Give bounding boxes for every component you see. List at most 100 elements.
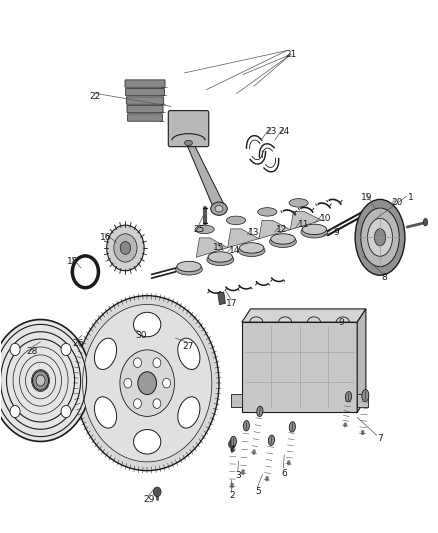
Circle shape <box>32 371 49 390</box>
Ellipse shape <box>271 234 295 244</box>
Text: 13: 13 <box>248 228 260 237</box>
Text: 23: 23 <box>265 127 277 136</box>
Ellipse shape <box>153 487 161 497</box>
Circle shape <box>120 241 131 254</box>
Ellipse shape <box>211 202 227 215</box>
Text: 9: 9 <box>334 228 339 237</box>
Bar <box>218 292 226 305</box>
Text: 5: 5 <box>255 487 261 496</box>
Polygon shape <box>290 212 321 230</box>
Ellipse shape <box>302 224 326 235</box>
Circle shape <box>75 296 219 471</box>
Ellipse shape <box>257 406 263 416</box>
Polygon shape <box>242 322 357 413</box>
Text: 24: 24 <box>279 127 290 136</box>
FancyBboxPatch shape <box>127 114 162 121</box>
Ellipse shape <box>229 440 236 448</box>
Text: 11: 11 <box>298 220 310 229</box>
Ellipse shape <box>185 140 192 146</box>
Text: 3: 3 <box>236 471 241 480</box>
Circle shape <box>138 372 156 394</box>
Text: 8: 8 <box>381 272 387 281</box>
Polygon shape <box>196 238 228 257</box>
Text: 18: 18 <box>67 257 79 265</box>
Circle shape <box>114 234 137 262</box>
Ellipse shape <box>355 199 405 275</box>
Text: 21: 21 <box>285 50 297 59</box>
Ellipse shape <box>346 392 352 402</box>
Text: 19: 19 <box>361 193 373 202</box>
Circle shape <box>10 406 20 418</box>
Ellipse shape <box>207 254 234 265</box>
Text: 12: 12 <box>276 225 288 234</box>
FancyBboxPatch shape <box>125 80 165 87</box>
Text: 26: 26 <box>72 339 83 348</box>
FancyBboxPatch shape <box>168 111 209 147</box>
Circle shape <box>162 378 170 388</box>
Text: 6: 6 <box>281 469 287 478</box>
Circle shape <box>134 399 141 408</box>
Ellipse shape <box>230 437 237 447</box>
Ellipse shape <box>134 312 161 337</box>
Circle shape <box>124 378 132 388</box>
Ellipse shape <box>215 206 223 212</box>
Circle shape <box>36 375 45 386</box>
Circle shape <box>61 406 71 418</box>
Text: 30: 30 <box>135 331 146 340</box>
Circle shape <box>10 343 20 356</box>
Text: 27: 27 <box>183 342 194 351</box>
Ellipse shape <box>367 219 392 256</box>
Text: 16: 16 <box>100 233 112 242</box>
Circle shape <box>120 350 174 416</box>
Ellipse shape <box>289 422 295 432</box>
Polygon shape <box>228 229 259 248</box>
Ellipse shape <box>208 252 233 262</box>
FancyBboxPatch shape <box>127 106 163 113</box>
Ellipse shape <box>289 199 308 207</box>
Ellipse shape <box>177 261 201 272</box>
Ellipse shape <box>238 245 265 256</box>
Polygon shape <box>357 309 366 413</box>
Ellipse shape <box>178 338 200 369</box>
Ellipse shape <box>240 243 264 253</box>
Text: 14: 14 <box>229 246 240 255</box>
Polygon shape <box>242 309 366 322</box>
Ellipse shape <box>269 236 297 247</box>
Ellipse shape <box>423 219 427 226</box>
Ellipse shape <box>178 397 200 428</box>
Text: 1: 1 <box>408 193 413 202</box>
Bar <box>357 394 367 407</box>
Text: 10: 10 <box>320 214 332 223</box>
Circle shape <box>153 399 161 408</box>
Ellipse shape <box>134 430 161 454</box>
Text: 4: 4 <box>229 445 235 454</box>
Circle shape <box>134 358 141 368</box>
Ellipse shape <box>301 226 328 238</box>
Bar <box>231 394 242 407</box>
FancyBboxPatch shape <box>126 88 164 96</box>
Circle shape <box>107 225 144 271</box>
Polygon shape <box>185 140 225 211</box>
Circle shape <box>61 343 71 356</box>
Text: 20: 20 <box>392 198 403 207</box>
Ellipse shape <box>362 390 369 401</box>
Circle shape <box>0 319 91 441</box>
Text: 9: 9 <box>338 318 344 327</box>
Ellipse shape <box>95 338 117 369</box>
Ellipse shape <box>195 225 214 233</box>
Circle shape <box>153 358 161 368</box>
Text: 2: 2 <box>229 491 235 500</box>
Text: 22: 22 <box>89 92 101 101</box>
Text: 25: 25 <box>194 225 205 234</box>
Ellipse shape <box>361 208 399 266</box>
FancyBboxPatch shape <box>126 97 164 104</box>
Ellipse shape <box>243 421 249 431</box>
Text: 29: 29 <box>144 495 155 504</box>
Ellipse shape <box>374 229 386 246</box>
Ellipse shape <box>176 263 202 275</box>
Text: 15: 15 <box>213 244 225 253</box>
Ellipse shape <box>226 216 246 224</box>
Text: 17: 17 <box>226 299 238 308</box>
Ellipse shape <box>268 435 275 446</box>
Circle shape <box>82 304 212 462</box>
